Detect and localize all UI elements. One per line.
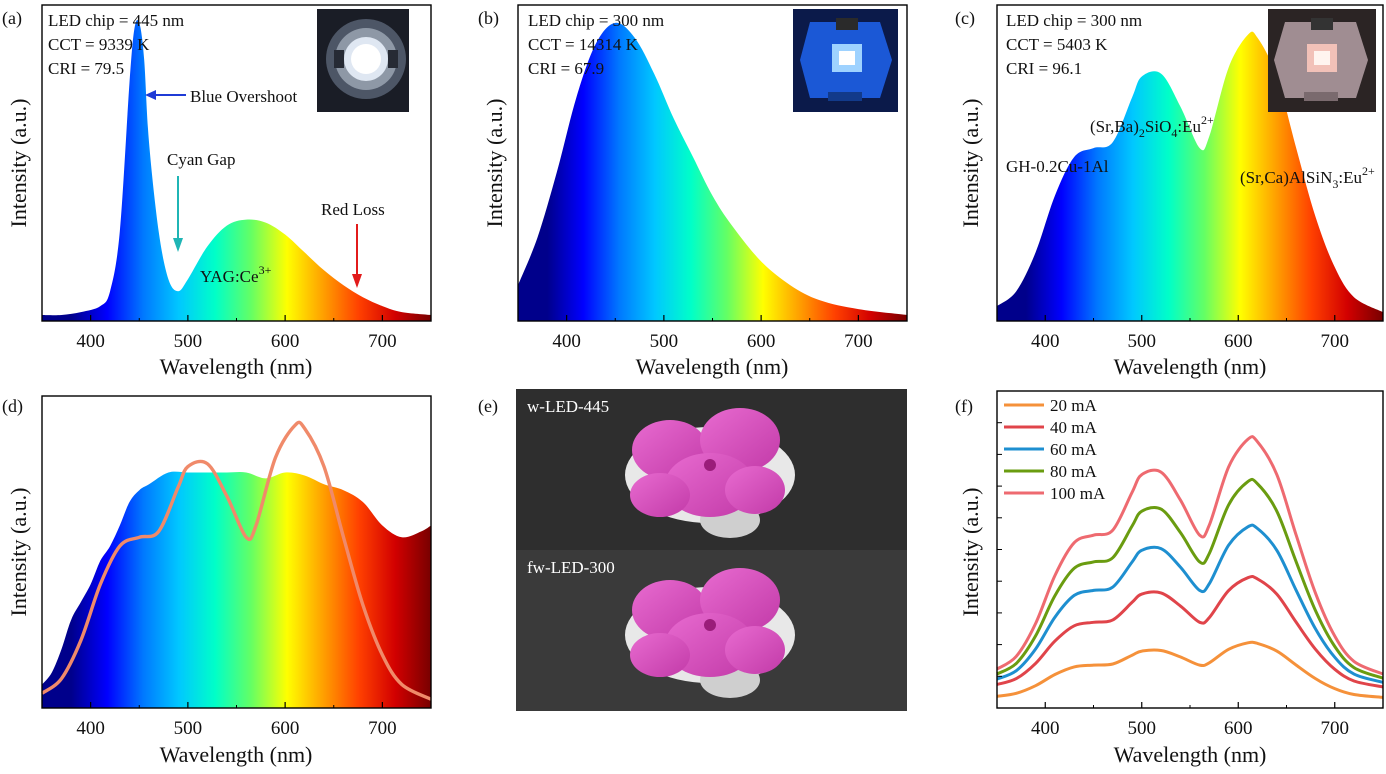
- azalea-flower-icon: [625, 408, 795, 538]
- solar-spectrum-area: [42, 471, 431, 708]
- sr-ba-sio4-label: (Sr,Ba)2SiO4:Eu2+: [1090, 113, 1214, 140]
- x-tick-label-f-3: 700: [1321, 718, 1350, 739]
- panel-b: 400 500 600 700 (b) LED chip = 300 nm CCT =…: [478, 4, 908, 379]
- panel-e-photos: (e) w-LED-445 fw-LED-300: [478, 389, 907, 711]
- current-series-lines: [996, 435, 1384, 699]
- info-line-3-c: CRI = 96.1: [1006, 59, 1082, 78]
- info-line-3-b: CRI = 67.9: [528, 59, 604, 78]
- x-ticks-d: 400 500 600 700: [41, 702, 432, 739]
- x-tick-label-a-3: 700: [368, 331, 397, 352]
- panel-label-e: (e): [478, 396, 498, 417]
- cree-led-board-icon: [793, 9, 898, 112]
- panel-label-a: (a): [2, 8, 22, 29]
- info-line-1-a: LED chip = 445 nm: [48, 11, 184, 30]
- info-line-1-b: LED chip = 300 nm: [528, 11, 664, 30]
- x-axis-label-f: Wavelength (nm): [1114, 742, 1267, 767]
- legend-label-3: 80 mA: [1050, 462, 1097, 481]
- x-tick-label-a-0: 400: [76, 331, 105, 352]
- info-line-2-a: CCT = 9339 K: [48, 35, 150, 54]
- gh-label: GH-0.2Cu-1Al: [1006, 157, 1109, 176]
- y-axis-label-b: Intensity (a.u.): [482, 99, 507, 228]
- legend-label-2: 60 mA: [1050, 440, 1097, 459]
- y-axis-label-f: Intensity (a.u.): [958, 488, 983, 617]
- y-axis-label-d: Intensity (a.u.): [6, 488, 31, 617]
- x-ticks-c: 400 500 600 700: [996, 315, 1384, 352]
- x-tick-label-b-1: 500: [650, 331, 679, 352]
- x-tick-label-d-2: 600: [271, 718, 300, 739]
- series-line-20-ma: [996, 640, 1384, 699]
- x-tick-label-a-2: 600: [271, 331, 300, 352]
- spectrum-area-a: [42, 19, 431, 321]
- x-tick-label-d-0: 400: [76, 718, 105, 739]
- legend-f: 20 mA 40 mA 60 mA 80 mA 100 mA: [1004, 396, 1106, 503]
- x-ticks-b: 400 500 600 700: [517, 315, 908, 352]
- x-tick-label-f-0: 400: [1031, 718, 1060, 739]
- panel-label-b: (b): [478, 8, 499, 29]
- x-tick-label-c-1: 500: [1128, 331, 1157, 352]
- x-axis-label-d: Wavelength (nm): [160, 742, 313, 767]
- legend-label-4: 100 mA: [1050, 484, 1106, 503]
- x-tick-label-b-0: 400: [552, 331, 581, 352]
- info-line-2-c: CCT = 5403 K: [1006, 35, 1108, 54]
- x-axis-label-a: Wavelength (nm): [160, 354, 313, 379]
- x-tick-label-c-0: 400: [1031, 331, 1060, 352]
- x-tick-label-b-3: 700: [844, 331, 873, 352]
- panel-c: 400 500 600 700 (c) LED chip = 300 nm CCT =…: [955, 4, 1384, 379]
- x-ticks-a: 400 500 600 700: [41, 315, 432, 352]
- overshoot-arrowhead: [145, 90, 156, 100]
- cyan-gap-label: Cyan Gap: [167, 150, 235, 169]
- series-line-100-ma: [996, 435, 1384, 676]
- series-line-40-ma: [996, 574, 1384, 689]
- sr-ca-alsin3-label: (Sr,Ca)AlSiN3:Eu2+: [1240, 164, 1375, 191]
- series-line-80-ma: [996, 477, 1384, 680]
- panel-label-c: (c): [955, 8, 975, 29]
- led-chip-photo-icon: [317, 9, 409, 112]
- photo-bottom-label: fw-LED-300: [527, 558, 615, 577]
- red-loss-label: Red Loss: [321, 200, 385, 219]
- photo-top-label: w-LED-445: [527, 397, 609, 416]
- spectrum-area-b: [518, 22, 907, 321]
- info-line-1-c: LED chip = 300 nm: [1006, 11, 1142, 30]
- y-axis-label-a: Intensity (a.u.): [6, 99, 31, 228]
- x-ticks-f: 400 500 600 700: [996, 422, 1384, 739]
- x-tick-label-d-3: 700: [368, 718, 397, 739]
- x-tick-label-a-1: 500: [174, 331, 203, 352]
- x-tick-label-c-2: 600: [1224, 331, 1253, 352]
- spectrum-area-c: [997, 31, 1383, 322]
- info-line-2-b: CCT = 14314 K: [528, 35, 639, 54]
- panel-label-d: (d): [2, 396, 23, 417]
- x-axis-label-c: Wavelength (nm): [1114, 354, 1267, 379]
- x-axis-label-b: Wavelength (nm): [636, 354, 789, 379]
- panel-d: 400 500 600 700 (d) Wavelength (nm) Intensi…: [2, 395, 432, 767]
- info-line-3-a: CRI = 79.5: [48, 59, 124, 78]
- cyan-gap-arrowhead: [173, 238, 183, 252]
- x-tick-label-f-2: 600: [1224, 718, 1253, 739]
- azalea-flower-icon-2: [625, 568, 795, 698]
- x-tick-label-b-2: 600: [747, 331, 776, 352]
- fw-led-spectrum-line: [40, 420, 432, 701]
- cree-led-board-lit-icon: [1268, 9, 1376, 112]
- legend-label-1: 40 mA: [1050, 418, 1097, 437]
- x-tick-label-c-3: 700: [1321, 331, 1350, 352]
- x-tick-label-d-1: 500: [174, 718, 203, 739]
- y-axis-label-c: Intensity (a.u.): [958, 99, 983, 228]
- panel-label-f: (f): [955, 396, 973, 417]
- series-line-60-ma: [996, 523, 1384, 684]
- x-tick-label-f-1: 500: [1128, 718, 1157, 739]
- panel-a: 400 500 600 700 (a) LED chip = 445 nm CCT =…: [2, 4, 432, 379]
- blue-overshoot-label: Blue Overshoot: [190, 87, 297, 106]
- red-loss-arrowhead: [352, 274, 362, 288]
- legend-label-0: 20 mA: [1050, 396, 1097, 415]
- yag-label: YAG:Ce3+: [200, 263, 272, 286]
